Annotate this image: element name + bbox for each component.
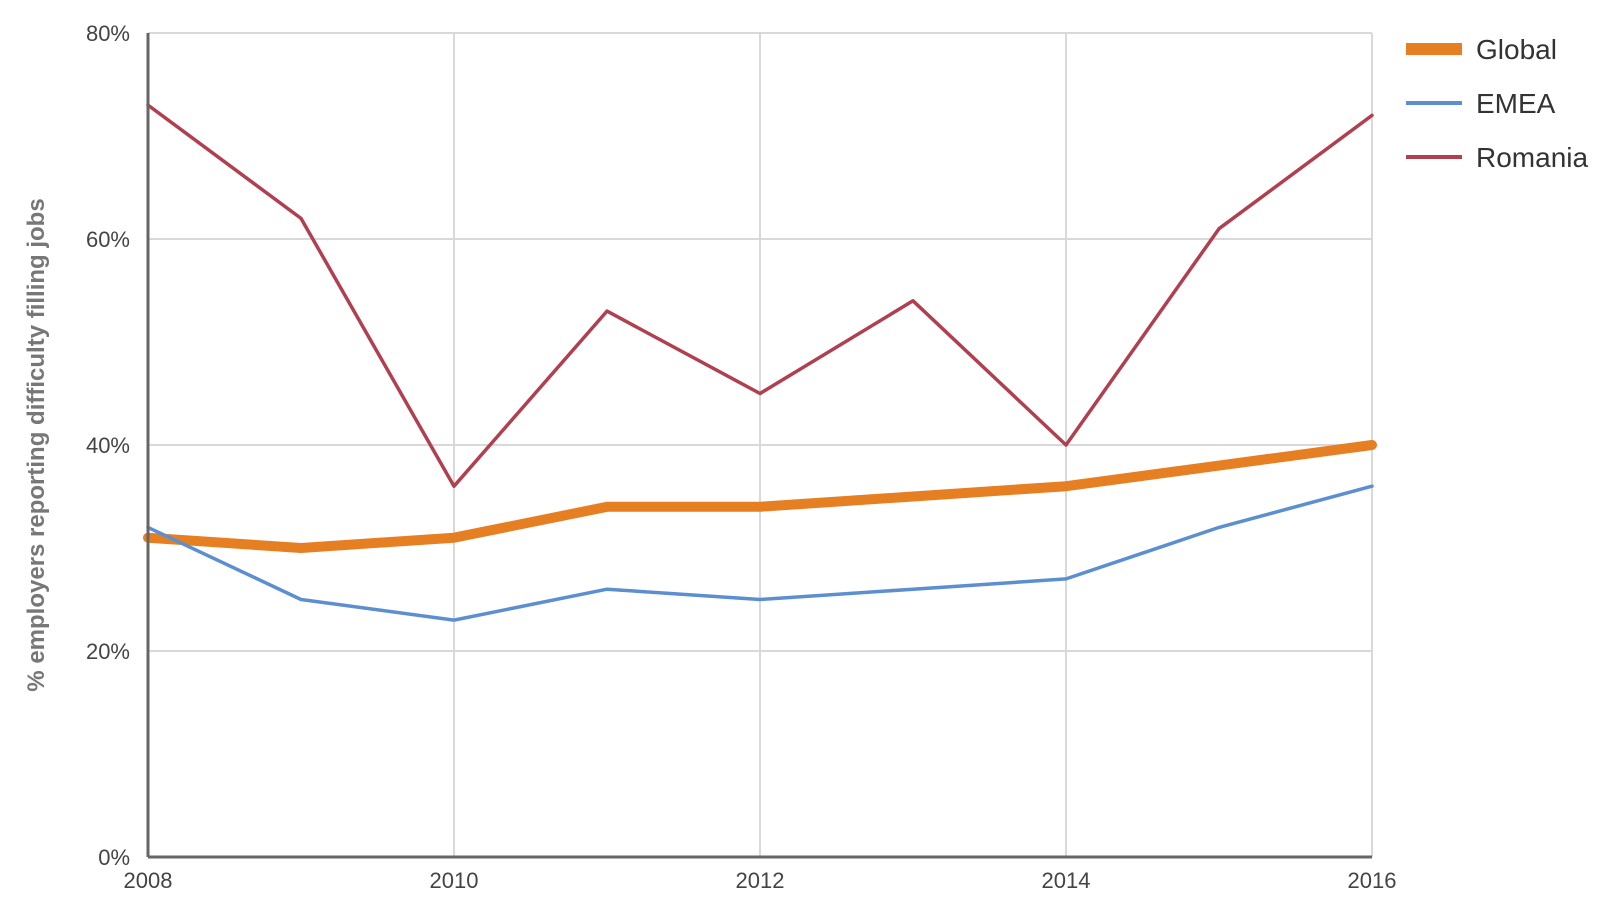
y-tick-label: 40% [86,433,130,458]
x-tick-label: 2010 [430,868,479,893]
series-layer [143,103,1377,622]
x-tick-label: 2014 [1042,868,1091,893]
legend-label-romania: Romania [1476,142,1588,173]
y-tick-label: 20% [86,639,130,664]
y-axis-label: % employers reporting difficulty filling… [23,198,50,691]
x-tick-label: 2008 [124,868,173,893]
axis-layer: 0% 20% 40% 60% 80% 2008 2010 2012 2014 2016 [86,21,1397,893]
x-tick-label: 2016 [1348,868,1397,893]
y-tick-label: 80% [86,21,130,46]
x-tick-label: 2012 [736,868,785,893]
legend-label-emea: EMEA [1476,88,1556,119]
y-tick-label: 0% [98,845,130,870]
legend: Global EMEA Romania [1406,34,1588,173]
y-tick-label: 60% [86,227,130,252]
series-line-global [143,440,1377,553]
series-line-romania [146,103,1374,488]
legend-label-global: Global [1476,34,1557,65]
series-line-emea [146,484,1374,622]
grid-layer [147,32,1373,857]
